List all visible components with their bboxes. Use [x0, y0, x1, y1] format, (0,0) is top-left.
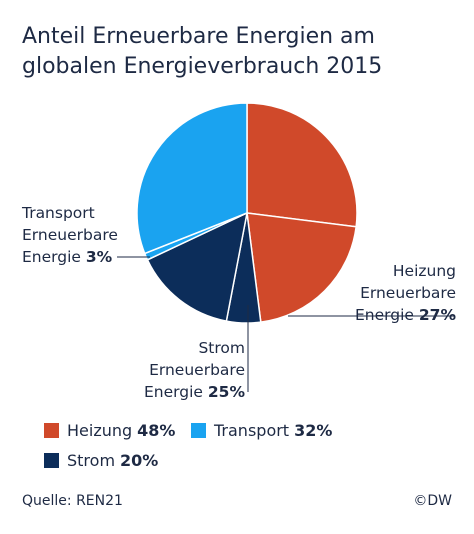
annotation-transport: Transport Erneuerbare Energie 3%: [22, 204, 118, 266]
pie-slice-heizung-rest: [246, 212, 357, 323]
chart-title: Anteil Erneuerbare Energien am globalen …: [22, 24, 383, 79]
legend-swatch-transport: [191, 423, 206, 438]
annotation-heizung: Heizung Erneuerbare Energie 27%: [355, 262, 456, 324]
source-note: Quelle: REN21: [22, 493, 123, 509]
legend-item-heizung: Heizung 48%: [44, 421, 175, 440]
legend-swatch-strom: [44, 453, 59, 468]
annotation-strom: Strom Erneuerbare Energie 25%: [144, 339, 245, 401]
pie-slice-strom-rest: [146, 211, 249, 322]
pie-slice-transport-rest: [136, 102, 248, 255]
legend-item-strom: Strom 20%: [44, 451, 158, 470]
legend-item-transport: Transport 32%: [191, 421, 332, 440]
dw-credit: ©DW: [413, 493, 452, 509]
legend-swatch-heizung: [44, 423, 59, 438]
pie-slice-heizung-erneuerbar: [246, 102, 358, 228]
